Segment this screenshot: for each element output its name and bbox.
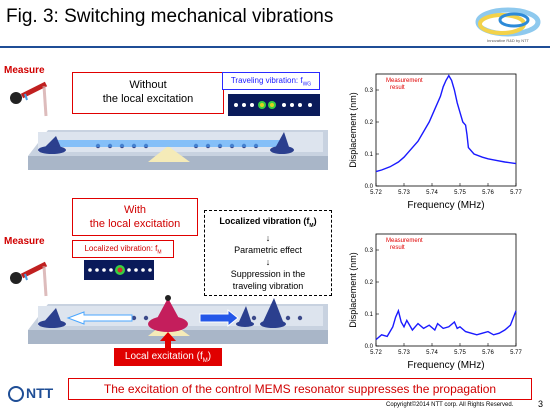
condition-box-bottom: With the local excitation: [72, 198, 198, 236]
x-tick-label: 5.75: [454, 190, 466, 196]
beam-device-top: [28, 130, 328, 170]
page-number: 3: [538, 399, 544, 409]
title-divider: [0, 46, 550, 48]
flow-arrow-1: ↓: [265, 232, 271, 243]
x-tick-label: 5.72: [370, 350, 382, 356]
flow-line1-sub: M: [309, 222, 314, 229]
excitation-end: ): [207, 351, 212, 362]
ntt-brand-text: NTT: [26, 385, 54, 401]
x-tick-label: 5.74: [426, 350, 438, 356]
chart-bottom: 5.72 5.73 5.74 5.75 5.76 5.77 0.0 0.1 0.2 0.3 Meas…: [336, 226, 526, 376]
ntt-logo-icon: [475, 7, 541, 37]
y-tick-label: 0.1: [365, 152, 374, 158]
y-tick-label: 0.1: [365, 312, 374, 318]
localized-sub: M: [157, 249, 162, 256]
conclusion-banner: The excitation of the control MEMS reson…: [68, 378, 532, 400]
plot-frame: [375, 73, 517, 187]
page-title: Fig. 3: Switching mechanical vibrations: [6, 6, 334, 27]
x-tick-label: 5.75: [454, 350, 466, 356]
mode-image-top: [228, 94, 320, 116]
excitation-arrow-icon: [160, 332, 176, 350]
chart-bottom-svg: 5.72 5.73 5.74 5.75 5.76 5.77 0.0 0.1 0.2 0.3 Meas…: [348, 233, 522, 371]
x-tick-label: 5.77: [510, 190, 522, 196]
ntt-brand: NTT: [8, 385, 54, 403]
flow-line3: Suppression in the: [230, 268, 306, 279]
chart-annotation: Measurement: [386, 238, 423, 244]
y-tick-label: 0.3: [365, 248, 374, 254]
series-line: [375, 74, 517, 173]
logo-tagline: Innovative R&D by NTT: [486, 38, 529, 43]
chart-top-svg: 5.72 5.73 5.74 5.75 5.76 5.77 0.0 0.1 0.2 0.3 Meas…: [348, 73, 522, 211]
flow-line2: Parametric effect: [234, 244, 302, 255]
x-tick-label: 5.77: [510, 350, 522, 356]
flow-line4: traveling vibration: [232, 280, 304, 291]
x-tick-label: 5.74: [426, 190, 438, 196]
y-tick-label: 0.2: [365, 280, 374, 286]
x-axis-label: Frequency (MHz): [407, 360, 484, 371]
y-axis-label: Displacement (nm): [348, 92, 358, 168]
chart-annotation: result: [390, 245, 405, 251]
y-tick-label: 0.0: [365, 184, 374, 190]
measure-label-top: Measure: [4, 65, 45, 76]
chart-top: 5.72 5.73 5.74 5.75 5.76 5.77 0.0 0.1 0.2 0.3 Meas…: [336, 66, 526, 216]
excitation-sub: M: [202, 358, 208, 364]
localized-vibration-box: Localized vibration: fM: [72, 240, 174, 258]
x-tick-label: 5.76: [482, 350, 494, 356]
condition-bottom-line1: With: [124, 204, 146, 216]
ntt-emblem-icon: [8, 386, 24, 403]
mode-image-bottom: [84, 260, 154, 280]
condition-bottom-line2: the local excitation: [89, 218, 181, 230]
y-tick-label: 0.3: [365, 88, 374, 94]
x-tick-label: 5.73: [398, 350, 410, 356]
traveling-sub: WG: [302, 81, 312, 88]
excitation-label: Local excitation (f: [124, 351, 203, 362]
chart-annotation: Measurement: [386, 78, 423, 84]
series-line: [375, 308, 517, 341]
x-tick-label: 5.73: [398, 190, 410, 196]
traveling-vibration-box: Traveling vibration: fWG: [222, 72, 320, 90]
chart-annotation: result: [390, 85, 405, 91]
copyright-text: Copyright©2014 NTT corp. All Rights Rese…: [386, 402, 514, 408]
laser-probe-icon: [10, 81, 48, 117]
local-excitation-label: Local excitation (fM): [114, 348, 222, 366]
conclusion-text: The excitation of the control MEMS reson…: [103, 382, 497, 396]
mechanism-flow-box: Localized vibration (fM) ↓ Parametric ef…: [204, 210, 332, 296]
x-axis-label: Frequency (MHz): [407, 200, 484, 211]
x-tick-label: 5.76: [482, 190, 494, 196]
flow-arrow-2: ↓: [265, 256, 271, 267]
condition-top-line1: Without: [129, 79, 167, 91]
laser-probe-icon-bottom: [10, 261, 48, 297]
condition-box-top: Without the local excitation: [72, 72, 224, 114]
beam-device-bottom: [28, 295, 328, 344]
localized-label: Localized vibration: f: [84, 244, 158, 253]
flow-line1: Localized vibration (f: [219, 216, 310, 226]
x-tick-label: 5.72: [370, 190, 382, 196]
measure-label-bottom: Measure: [4, 236, 45, 247]
traveling-label: Traveling vibration: f: [230, 76, 303, 85]
y-axis-label: Displacement (nm): [348, 252, 358, 328]
condition-top-line2: the local excitation: [102, 93, 194, 105]
y-tick-label: 0.0: [365, 344, 374, 350]
y-tick-label: 0.2: [365, 120, 374, 126]
flow-line1-end: ): [313, 216, 317, 226]
